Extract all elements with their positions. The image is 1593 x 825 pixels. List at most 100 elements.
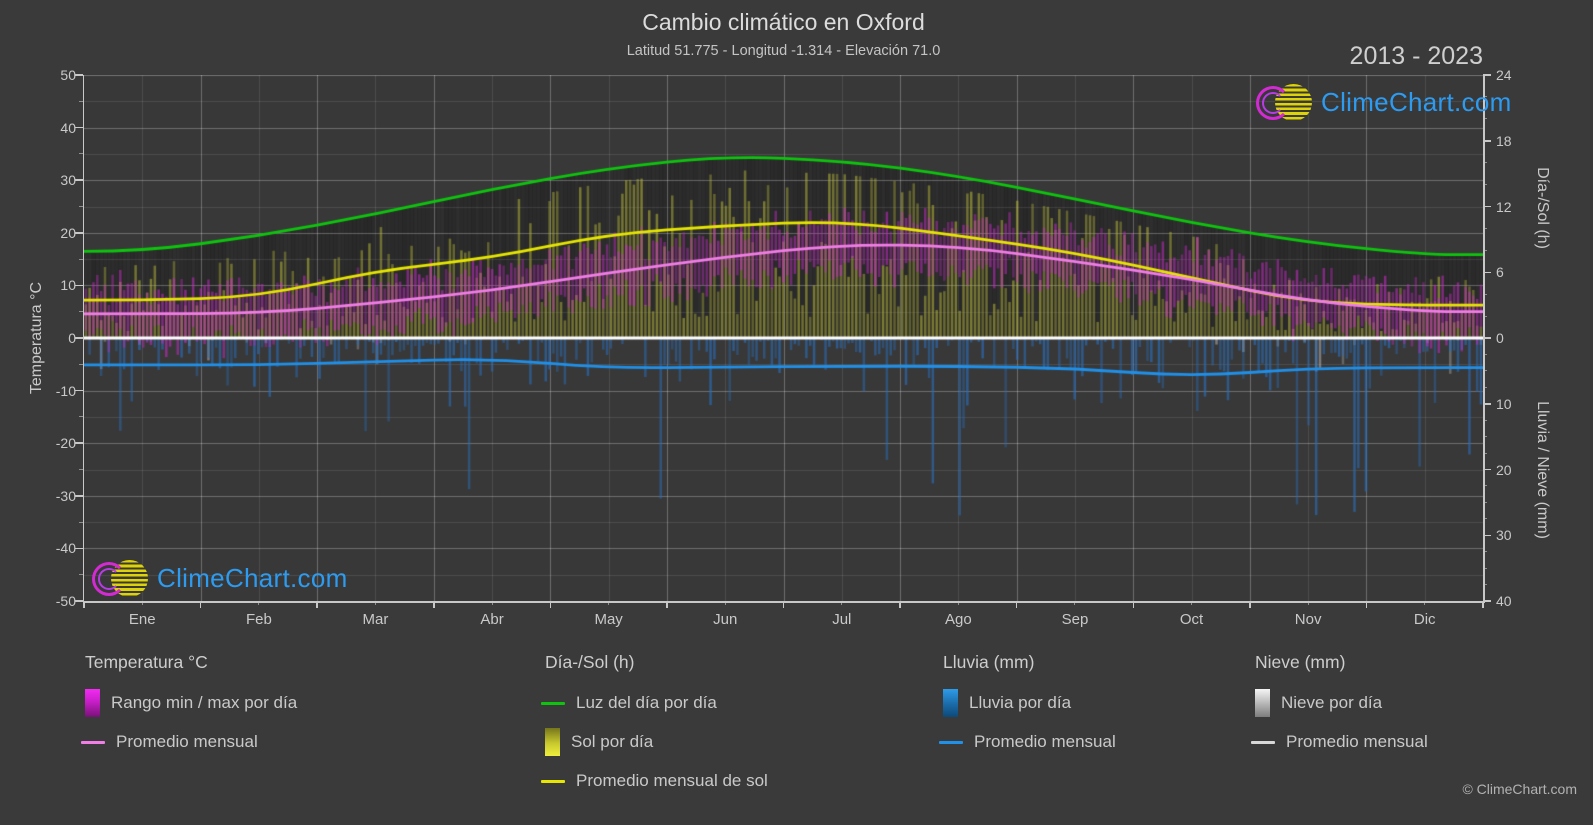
month-label: May — [594, 611, 623, 628]
month-minor-tick — [957, 601, 959, 605]
sun-tick-label: 6 — [1496, 264, 1504, 281]
temp-tick-label: -20 — [55, 435, 76, 452]
climechart-logo-bottom: ClimeChart.com — [92, 560, 348, 597]
month-label: Oct — [1179, 611, 1204, 628]
rain-avg-line-swatch — [939, 740, 963, 744]
logo-c-ring-icon — [1256, 85, 1290, 120]
temp-tick-mark — [75, 442, 83, 444]
period-label: 2013 - 2023 — [1349, 42, 1483, 70]
month-tick-mark — [1249, 601, 1251, 608]
month-minor-tick — [1074, 601, 1076, 605]
temp-tick-label: 40 — [60, 119, 76, 136]
logo-text: ClimeChart.com — [157, 563, 348, 593]
month-minor-tick — [491, 601, 493, 605]
daylight-line-swatch — [541, 701, 565, 705]
page-title: Cambio climático en Oxford — [642, 9, 925, 35]
month-label: Nov — [1294, 611, 1322, 628]
month-label: Mar — [362, 611, 389, 628]
sun-tick-mark — [1483, 140, 1491, 142]
sun-tick-mark — [1483, 271, 1491, 273]
precip-tick-mark — [1483, 600, 1491, 602]
temp-minor-tick — [79, 521, 83, 523]
month-label: Abr — [480, 611, 504, 628]
sun-axis-title: Día-/Sol (h) — [1534, 167, 1551, 249]
month-tick-mark — [899, 601, 901, 608]
sun-minor-tick — [1483, 96, 1487, 98]
logo-c-ring-icon — [92, 561, 126, 596]
sun-minor-tick — [1483, 293, 1487, 295]
precip-tick-label: 20 — [1496, 461, 1512, 478]
temp-tick-mark — [75, 179, 83, 181]
temp-tick-label: -30 — [55, 487, 76, 504]
month-minor-tick — [724, 601, 726, 605]
temp-avg-line-swatch — [81, 740, 105, 744]
temp-tick-mark — [75, 600, 83, 602]
temperature-axis-title: Temperatura °C — [28, 281, 45, 395]
month-minor-tick — [841, 601, 843, 605]
month-tick-mark — [666, 601, 668, 608]
precip-minor-tick — [1483, 485, 1487, 487]
precip-minor-tick — [1483, 501, 1487, 503]
precip-minor-tick — [1483, 436, 1487, 438]
month-label: Jun — [713, 611, 738, 628]
temp-tick-label: 10 — [60, 277, 76, 294]
legend-group-sun: Día-/Sol (h) Luz del día por día Sol por… — [541, 652, 768, 805]
temp-tick-mark — [75, 232, 83, 234]
sun-tick-label: 0 — [1496, 330, 1504, 346]
precip-minor-tick — [1483, 452, 1487, 454]
month-label: Ene — [128, 611, 156, 628]
temp-tick-label: 50 — [60, 67, 76, 83]
month-label: Sep — [1061, 611, 1089, 628]
legend-group-temperature: Temperatura °C Rango min / max por día P… — [81, 652, 297, 766]
legend-item-temp-range: Rango min / max por día — [85, 688, 297, 718]
month-tick-mark — [1132, 601, 1134, 608]
temp-minor-tick — [79, 574, 83, 576]
legend-item-snow-avg: Promedio mensual — [1251, 727, 1428, 757]
snow-bar-swatch — [1255, 689, 1270, 717]
month-tick-mark — [549, 601, 552, 608]
temp-tick-mark — [75, 389, 83, 392]
sun-avg-line-swatch — [541, 779, 565, 783]
snow-avg-line-swatch — [1251, 740, 1275, 744]
temp-minor-tick — [79, 258, 83, 260]
month-tick-mark — [1365, 601, 1368, 608]
legend-group-rain: Lluvia (mm) Lluvia por día Promedio mens… — [939, 652, 1116, 766]
month-tick-mark — [199, 601, 202, 608]
sun-tick-mark — [1483, 74, 1491, 76]
temp-tick-mark — [75, 284, 83, 287]
temp-minor-tick — [79, 100, 83, 102]
temp-tick-mark — [75, 126, 83, 129]
sun-minor-tick — [1483, 118, 1487, 120]
temp-tick-label: 20 — [60, 224, 76, 241]
month-minor-tick — [608, 601, 610, 605]
sun-tick-label: 24 — [1496, 67, 1512, 83]
legend-group-title: Temperatura °C — [85, 652, 208, 672]
climate-chart-canvas — [84, 75, 1483, 601]
precip-minor-tick — [1483, 386, 1487, 388]
y-axis-left-line — [82, 75, 84, 602]
sun-minor-tick — [1483, 227, 1487, 229]
copyright-label: © ClimeChart.com — [1462, 781, 1577, 797]
logo-text: ClimeChart.com — [1321, 87, 1512, 117]
sun-minor-tick — [1483, 184, 1487, 186]
legend-group-title: Lluvia (mm) — [943, 652, 1035, 672]
month-tick-mark — [1482, 601, 1484, 608]
precip-minor-tick — [1483, 419, 1487, 421]
month-minor-tick — [1191, 601, 1193, 605]
legend-group-snow: Nieve (mm) Nieve por día Promedio mensua… — [1251, 652, 1428, 766]
precip-tick-mark — [1483, 534, 1491, 536]
temp-range-swatch — [85, 689, 100, 717]
temp-tick-mark — [75, 495, 83, 497]
temp-tick-label: -10 — [55, 382, 76, 399]
sun-tick-mark — [1483, 337, 1491, 339]
legend-item-rain-daily: Lluvia por día — [943, 688, 1116, 718]
month-tick-mark — [782, 601, 785, 608]
legend-item-rain-avg: Promedio mensual — [939, 727, 1116, 757]
precip-minor-tick — [1483, 353, 1487, 355]
rain-bar-swatch — [943, 689, 958, 717]
month-tick-mark — [83, 601, 85, 608]
sun-minor-tick — [1483, 315, 1487, 317]
month-minor-tick — [1424, 601, 1426, 605]
temp-tick-label: 30 — [60, 172, 76, 189]
